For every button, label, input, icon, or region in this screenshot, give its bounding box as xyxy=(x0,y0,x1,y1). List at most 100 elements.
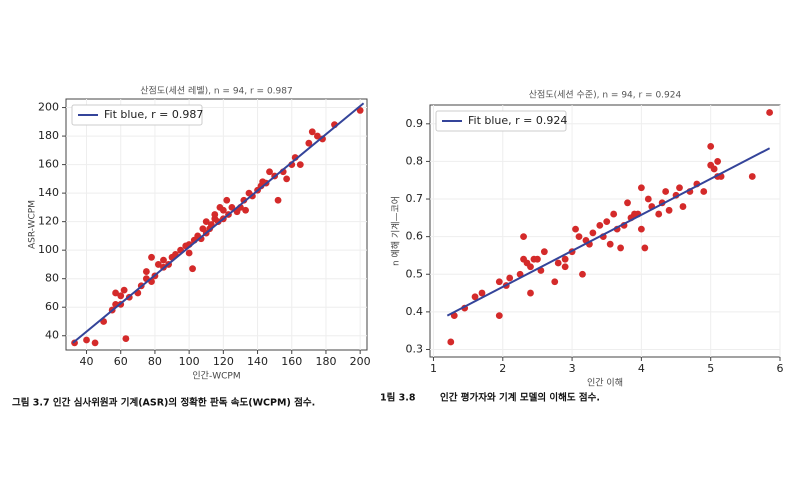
point xyxy=(534,255,541,263)
point xyxy=(710,165,718,173)
y-tick-label: 0.5 xyxy=(406,267,424,280)
plot-area xyxy=(429,104,781,358)
legend-box xyxy=(71,104,203,126)
point xyxy=(142,268,150,275)
x-tick-label: 120 xyxy=(213,355,234,368)
x-tick-label: 180 xyxy=(315,355,336,368)
point xyxy=(202,218,210,226)
y-tick-label: 100 xyxy=(38,243,59,256)
point xyxy=(589,229,597,237)
point xyxy=(112,289,119,297)
point xyxy=(506,274,514,282)
caption: 인간 평가자와 기계 모델의 이해도 점수. xyxy=(440,392,600,404)
point xyxy=(185,249,193,257)
point xyxy=(551,278,559,286)
point xyxy=(314,132,321,140)
point xyxy=(679,203,687,210)
y-tick-label: 200 xyxy=(38,101,59,114)
chart-title: 산점도(세션 수준), n = 94, r = 0.924 xyxy=(529,89,682,101)
point xyxy=(160,256,167,264)
y-tick-label: 0.9 xyxy=(406,117,424,130)
point xyxy=(91,339,99,347)
y-tick-label: 160 xyxy=(38,158,59,171)
point xyxy=(83,336,90,344)
point xyxy=(610,210,618,218)
point xyxy=(305,139,313,147)
x-tick-label: 1 xyxy=(430,362,437,375)
point xyxy=(603,218,611,225)
x-axis-label: 인간-WCPM xyxy=(192,371,240,382)
point xyxy=(644,195,652,203)
x-tick-label: 2 xyxy=(499,362,506,375)
point xyxy=(596,221,604,229)
point xyxy=(748,173,756,180)
point xyxy=(606,240,614,248)
point xyxy=(148,253,155,261)
point xyxy=(561,263,569,271)
point xyxy=(223,196,231,204)
y-tick-label: 140 xyxy=(38,186,59,199)
point xyxy=(154,261,162,268)
x-tick-label: 160 xyxy=(281,355,302,368)
x-tick-label: 200 xyxy=(350,355,371,368)
y-tick-label: 120 xyxy=(38,215,59,228)
point xyxy=(471,293,479,301)
point xyxy=(662,188,670,195)
x-tick-label: 3 xyxy=(569,362,576,375)
chart-title: 산점도(세션 레벨), n = 94, r = 0.987 xyxy=(140,85,292,97)
point xyxy=(665,206,673,214)
point xyxy=(308,128,316,136)
point xyxy=(700,188,708,195)
legend-label: Fit blue, r = 0.924 xyxy=(468,114,567,127)
x-tick-label: 4 xyxy=(638,362,645,375)
point xyxy=(478,289,486,297)
fit-line xyxy=(446,147,771,317)
point xyxy=(122,335,130,342)
x-tick-label: 60 xyxy=(114,355,128,368)
point xyxy=(266,168,273,176)
y-tick-label: 0.7 xyxy=(406,192,424,205)
point xyxy=(572,225,579,233)
x-tick-label: 5 xyxy=(707,362,714,375)
point xyxy=(520,233,527,241)
x-tick-label: 140 xyxy=(247,355,268,368)
y-tick-label: 40 xyxy=(45,329,59,342)
point xyxy=(242,206,249,214)
x-tick-label: 100 xyxy=(179,355,200,368)
point xyxy=(527,289,534,297)
point xyxy=(219,206,227,214)
caption-prefix: 1림 3.8 xyxy=(380,392,416,404)
fit-line xyxy=(72,102,365,344)
point xyxy=(624,199,631,207)
point xyxy=(296,161,304,169)
y-tick-label: 80 xyxy=(45,272,59,285)
point xyxy=(554,259,562,267)
y-tick-label: 60 xyxy=(45,300,59,313)
y-tick-label: 0.3 xyxy=(406,342,424,355)
legend-box xyxy=(435,110,567,132)
legend-label: Fit blue, r = 0.987 xyxy=(104,108,203,121)
point xyxy=(714,158,722,165)
point xyxy=(495,278,503,286)
point xyxy=(274,196,282,204)
point xyxy=(283,175,291,183)
x-tick-label: 40 xyxy=(80,355,94,368)
y-axis-label: n 예해 기계—코어 xyxy=(390,196,402,266)
point xyxy=(766,109,774,116)
y-tick-label: 0.6 xyxy=(406,230,424,243)
point xyxy=(117,292,125,300)
point xyxy=(495,312,503,320)
point xyxy=(676,184,683,192)
y-tick-label: 0.4 xyxy=(406,305,424,318)
point xyxy=(211,211,219,218)
caption: 그림 3.7 인간 심사위원과 기계(ASR)의 정확한 판독 속도(WCPM)… xyxy=(12,397,315,409)
x-axis-label: 인간 이해 xyxy=(587,378,623,389)
point xyxy=(707,142,715,150)
point xyxy=(189,265,196,273)
y-tick-label: 180 xyxy=(38,129,59,142)
point xyxy=(655,210,663,218)
point xyxy=(228,203,236,211)
point xyxy=(561,255,569,263)
